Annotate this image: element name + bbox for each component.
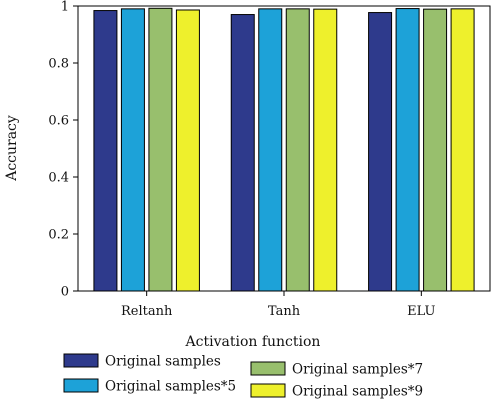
bar bbox=[423, 8, 448, 292]
x-axis-title: Activation function bbox=[185, 334, 321, 350]
x-tick-label: Tanh bbox=[268, 304, 301, 319]
x-tick-label: ELU bbox=[407, 304, 435, 319]
bar bbox=[285, 8, 310, 292]
bar bbox=[120, 8, 145, 292]
bar bbox=[148, 7, 173, 292]
bar bbox=[313, 8, 338, 292]
plot-area bbox=[93, 7, 475, 292]
legend-label: Original samples*9 bbox=[292, 384, 423, 400]
legend-label: Original samples*7 bbox=[292, 362, 423, 378]
axes: 0 0.2 0.4 0.6 0.8 1 Reltanh Tanh ELU bbox=[48, 0, 491, 319]
legend-label: Original samples*5 bbox=[105, 379, 236, 395]
y-tick-label: 0.2 bbox=[48, 228, 69, 243]
bar bbox=[450, 8, 475, 292]
legend-swatch bbox=[63, 353, 99, 368]
bar bbox=[93, 10, 118, 292]
legend: Original samples Original samples*5 Origin… bbox=[63, 353, 423, 400]
bar bbox=[395, 8, 420, 292]
x-tick-label: Reltanh bbox=[121, 304, 173, 319]
y-axis-title: Accuracy bbox=[4, 115, 20, 182]
bar bbox=[230, 14, 255, 292]
bar bbox=[258, 8, 283, 292]
legend-swatch bbox=[63, 378, 99, 393]
y-tick-label: 0.4 bbox=[48, 171, 69, 186]
legend-swatch bbox=[250, 383, 286, 398]
y-tick-label: 1 bbox=[61, 0, 69, 15]
legend-label: Original samples bbox=[105, 354, 221, 370]
y-tick-label: 0 bbox=[61, 285, 69, 300]
bar bbox=[368, 12, 393, 292]
legend-swatch bbox=[250, 361, 286, 376]
y-tick-label: 0.8 bbox=[48, 57, 69, 72]
y-tick-label: 0.6 bbox=[48, 114, 69, 129]
bar bbox=[175, 9, 200, 292]
